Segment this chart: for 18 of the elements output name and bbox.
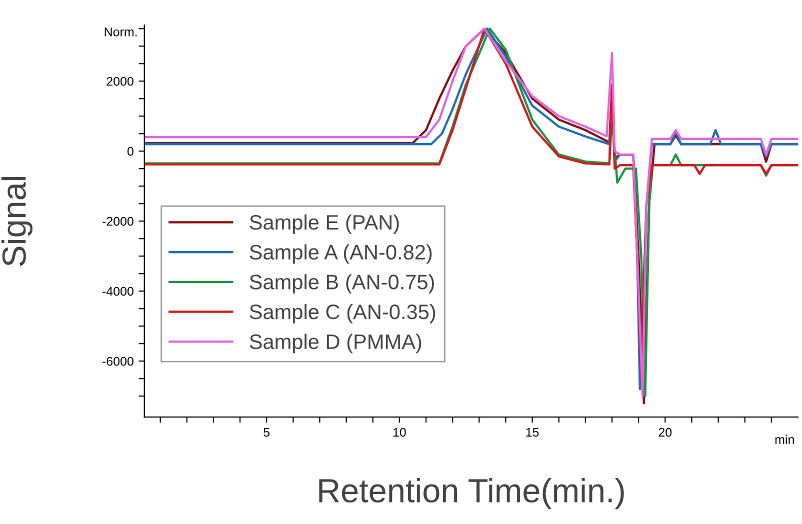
x-tick-label: 5 (264, 428, 270, 437)
y-tick-label: -4000 (102, 286, 134, 296)
x-tick-label: 15 (526, 428, 539, 437)
text: Norm. (104, 28, 137, 36)
legend-label: Sample C (AN-0.35) (250, 304, 436, 324)
x-tick-label: 10 (393, 428, 406, 437)
y-axis-title: Signal (1, 177, 33, 266)
text: min (775, 434, 794, 444)
y-tick-label: 2000 (106, 76, 134, 86)
x-axis-title: Retention Time(min.) (319, 478, 624, 510)
y-tick-label: -2000 (102, 216, 134, 226)
y-tick-label: 0 (127, 146, 134, 156)
y-tick-label: -6000 (102, 356, 134, 366)
legend-label: Sample D (PMMA) (250, 334, 422, 354)
x-tick-label: 20 (658, 428, 672, 437)
legend-label: Sample A (AN-0.82) (250, 244, 432, 264)
legend-label: Sample B (AN-0.75) (250, 274, 434, 294)
legend-label: Sample E (PAN) (250, 214, 399, 234)
